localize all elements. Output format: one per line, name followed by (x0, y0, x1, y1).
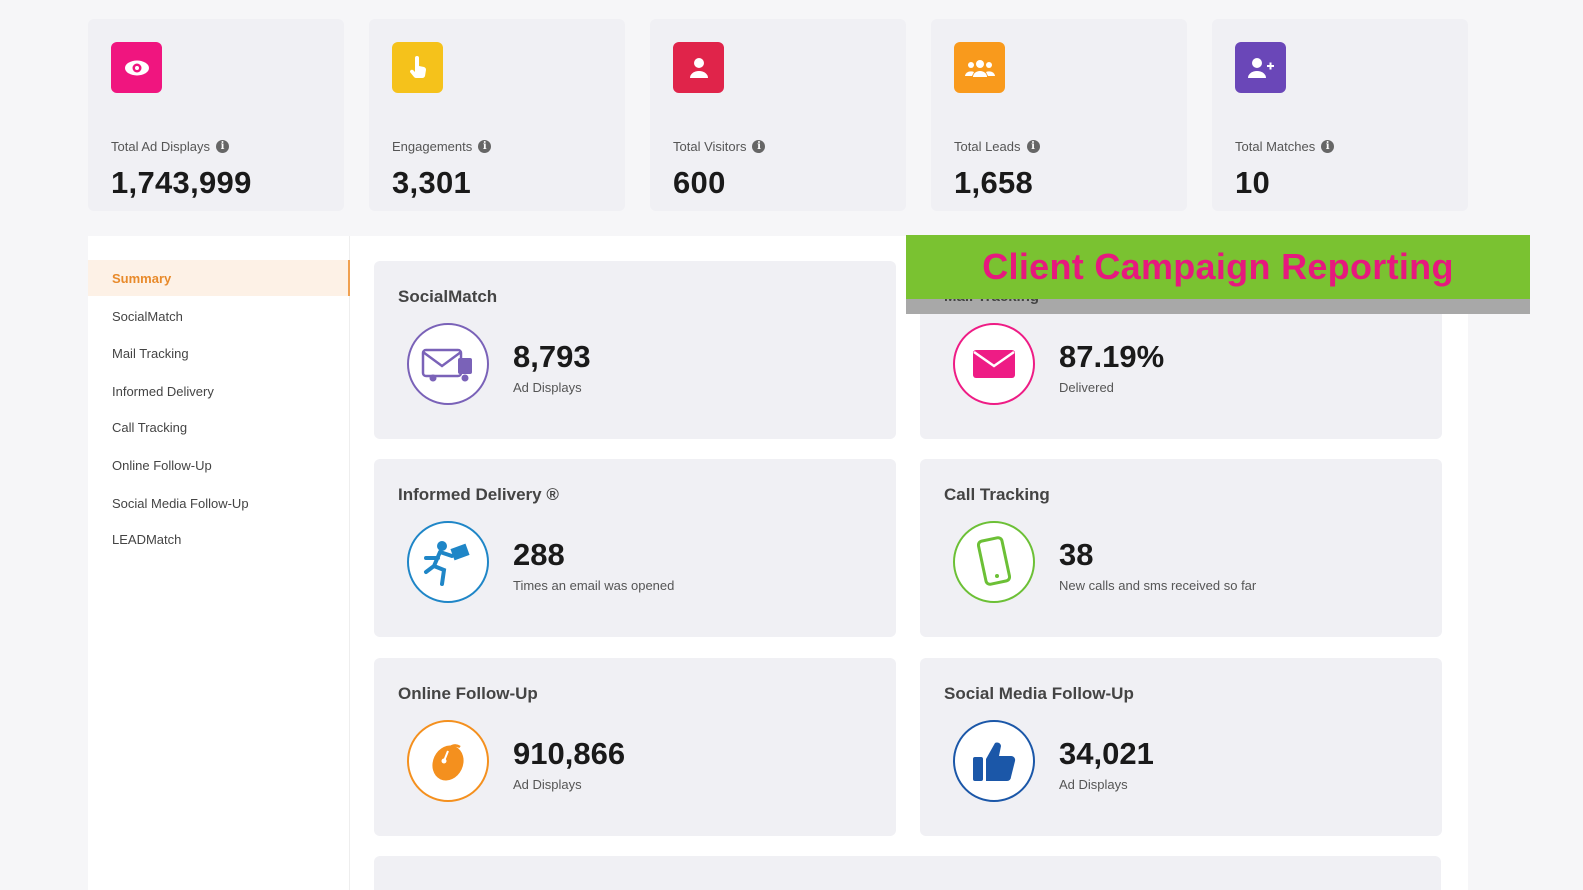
sidebar-nav: Summary SocialMatch Mail Tracking Inform… (88, 236, 350, 890)
card-value: 34,021 (1059, 736, 1154, 771)
stat-label: Total Visitors (673, 139, 747, 154)
card-online-follow-up[interactable]: Online Follow-Up 910,866 Ad Displays (374, 658, 896, 836)
card-call-tracking[interactable]: Call Tracking 38 New calls and sms recei… (920, 459, 1442, 637)
card-subtitle: Delivered (1059, 380, 1114, 395)
card-title: Informed Delivery ® (398, 485, 559, 504)
mobile-phone-icon (953, 521, 1035, 603)
info-icon[interactable]: i (478, 140, 492, 153)
card-social-media-follow-up[interactable]: Social Media Follow-Up 34,021 Ad Display… (920, 658, 1442, 836)
stat-label: Total Matches (1235, 139, 1316, 154)
card-value: 288 (513, 537, 565, 572)
sidebar-item-socialmatch[interactable]: SocialMatch (112, 308, 183, 324)
stat-card-total-leads: Total Leads i 1,658 (931, 19, 1187, 211)
mail-runner-icon (407, 521, 489, 603)
banner-title: Client Campaign Reporting (982, 246, 1454, 287)
stat-label: Total Leads (954, 139, 1021, 154)
sidebar-item-summary[interactable]: Summary (88, 260, 350, 296)
stat-label: Total Ad Displays (111, 139, 210, 154)
info-icon[interactable]: i (1321, 140, 1335, 153)
computer-mouse-icon (407, 720, 489, 802)
card-title: Online Follow-Up (398, 684, 538, 703)
thumbs-up-icon (953, 720, 1035, 802)
stat-card-total-visitors: Total Visitors i 600 (650, 19, 906, 211)
envelope-icon (953, 323, 1035, 405)
stat-card-engagements: Engagements i 3,301 (369, 19, 625, 211)
card-subtitle: New calls and sms received so far (1059, 578, 1257, 593)
user-plus-icon (1235, 42, 1286, 93)
card-title-mail-tracking: Mail Tracking (944, 297, 1039, 304)
mail-truck-icon (407, 323, 489, 405)
stat-value: 1,743,999 (111, 165, 252, 200)
info-icon[interactable]: i (216, 140, 229, 153)
card-title: Social Media Follow-Up (944, 684, 1134, 703)
card-subtitle: Ad Displays (513, 380, 582, 395)
card-subtitle: Ad Displays (513, 777, 582, 792)
stat-value: 1,658 (954, 165, 1034, 200)
card-subtitle: Ad Displays (1059, 777, 1128, 792)
card-socialmatch[interactable]: SocialMatch 8,793 Ad Displays (374, 261, 896, 439)
card-value: 8,793 (513, 339, 591, 374)
card-subtitle: Times an email was opened (513, 578, 675, 593)
card-informed-delivery[interactable]: Informed Delivery ® 288 Times an email w… (374, 459, 896, 637)
users-group-icon (954, 42, 1005, 93)
campaign-banner: Client Campaign Reporting (906, 235, 1530, 299)
stat-value: 10 (1235, 165, 1271, 200)
card-title: Call Tracking (944, 485, 1050, 504)
info-icon[interactable]: i (752, 140, 766, 153)
sidebar-item-mail-tracking[interactable]: Mail Tracking (112, 345, 189, 361)
stat-value: 600 (673, 165, 726, 200)
stat-card-total-ad-displays: Total Ad Displays i 1,743,999 (88, 19, 344, 211)
stat-card-total-matches: Total Matches i 10 (1212, 19, 1468, 211)
card-value: 38 (1059, 537, 1094, 572)
sidebar-item-social-media-follow-up[interactable]: Social Media Follow-Up (112, 495, 249, 511)
stat-label: Engagements (392, 139, 473, 154)
user-icon (673, 42, 724, 93)
eye-icon (111, 42, 162, 93)
stat-value: 3,301 (392, 165, 472, 200)
next-card-strip (374, 856, 1441, 890)
banner-shadow (906, 298, 1530, 314)
sidebar-item-informed-delivery[interactable]: Informed Delivery (112, 383, 214, 399)
card-value: 910,866 (513, 736, 626, 771)
info-icon[interactable]: i (1026, 140, 1040, 153)
card-title: SocialMatch (398, 287, 498, 306)
pointer-hand-icon (392, 42, 443, 93)
sidebar-item-leadmatch[interactable]: LEADMatch (112, 531, 182, 547)
sidebar-item-online-follow-up[interactable]: Online Follow-Up (112, 457, 212, 473)
sidebar-item-call-tracking[interactable]: Call Tracking (112, 419, 188, 435)
card-value: 87.19% (1059, 339, 1165, 374)
